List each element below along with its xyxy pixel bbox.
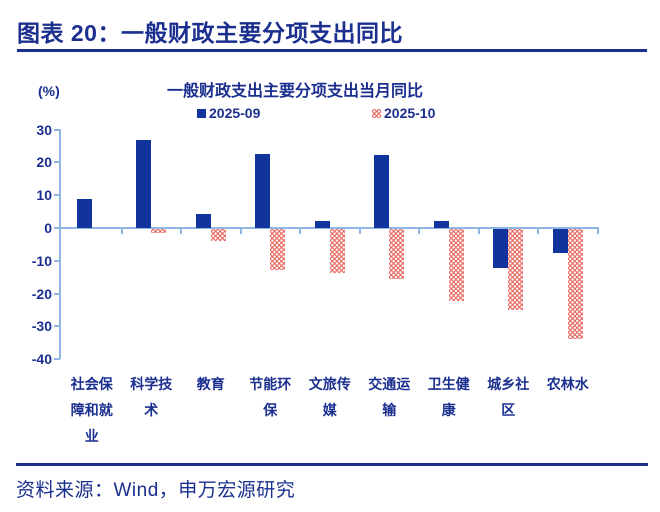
- x-axis-tick: [358, 229, 361, 234]
- x-axis-tick: [537, 229, 539, 234]
- bar-2025-10-节能环保: [270, 229, 286, 270]
- y-axis-tick: [54, 325, 60, 328]
- y-axis-line: [59, 129, 61, 359]
- y-axis-unit-label: (%): [38, 83, 60, 99]
- x-axis-label-城乡社区: 城乡社区: [487, 376, 530, 418]
- legend-marker-blue-icon: [197, 108, 206, 118]
- x-axis-tick: [180, 229, 182, 234]
- bar-2025-09-社会保障和就业: [76, 199, 92, 228]
- x-axis-tick: [299, 229, 301, 234]
- bar-2025-09-城乡社区: [493, 229, 509, 269]
- x-axis-tick: [477, 229, 480, 234]
- y-tick-label: -10: [31, 252, 52, 269]
- figure-title: 图表 20：一般财政主要分项支出同比: [17, 20, 403, 46]
- y-tick-label: 20: [36, 154, 52, 171]
- x-axis-label-交通运输: 交通运输: [368, 376, 411, 418]
- bar-2025-10-科学技术: [151, 229, 167, 233]
- bar-2025-10-卫生健康: [448, 229, 464, 301]
- x-axis-label-文旅传媒: 文旅传媒: [308, 376, 351, 418]
- bar-2025-09-交通运输: [374, 155, 390, 228]
- x-axis-tick: [239, 229, 242, 234]
- source-text: 资料来源：Wind，申万宏源研究: [16, 480, 296, 501]
- x-axis-label-节能环保: 节能环保: [249, 376, 292, 418]
- y-axis-tick: [54, 358, 60, 361]
- legend-label-2025-10: 2025-10: [384, 105, 436, 121]
- bar-2025-10-文旅传媒: [329, 229, 345, 273]
- bar-2025-09-文旅传媒: [314, 220, 330, 228]
- bar-2025-09-农林水: [552, 229, 568, 253]
- bar-2025-09-卫生健康: [433, 221, 449, 228]
- bar-2025-09-科学技术: [136, 140, 152, 228]
- chart-title: 一般财政支出主要分项支出当月同比: [166, 83, 423, 100]
- x-axis-tick: [418, 229, 420, 234]
- legend-item-2025-10: 2025-10: [372, 105, 435, 121]
- bar-2025-09-教育: [195, 213, 211, 228]
- bar-2025-10-农林水: [567, 229, 583, 339]
- y-axis-tick: [54, 227, 60, 229]
- x-axis-tick: [596, 229, 599, 234]
- x-axis-label-社会保障和就业: 社会保 障和就业: [70, 376, 113, 444]
- y-axis-tick: [54, 194, 60, 197]
- y-tick-label: 30: [36, 121, 52, 138]
- x-axis-label-卫生健康: 卫生健康: [427, 376, 470, 418]
- y-tick-label: 10: [36, 187, 52, 204]
- bar-2025-10-交通运输: [389, 229, 405, 279]
- legend-marker-red-icon: [372, 108, 381, 118]
- legend-label-2025-09: 2025-09: [209, 105, 261, 121]
- y-axis-tick: [54, 161, 60, 164]
- y-tick-label: 0: [44, 220, 52, 236]
- y-axis-tick: [54, 259, 60, 262]
- bar-2025-10-城乡社区: [508, 229, 524, 311]
- y-tick-label: -30: [31, 318, 52, 335]
- bar-2025-09-节能环保: [255, 154, 271, 228]
- header-underline: [17, 49, 647, 52]
- bar-2025-10-教育: [210, 229, 226, 241]
- legend-item-2025-09: 2025-09: [197, 105, 260, 121]
- y-tick-label: -40: [31, 351, 52, 368]
- x-axis-label-农林水: 农林水: [546, 376, 589, 392]
- x-axis-tick: [120, 229, 123, 234]
- y-tick-label: -20: [31, 285, 52, 302]
- x-axis-zero-line: [59, 227, 599, 229]
- x-axis-label-教育: 教育: [196, 376, 225, 392]
- x-axis-label-科学技术: 科学技术: [130, 376, 173, 418]
- y-axis-tick: [54, 128, 60, 131]
- footer-rule: [16, 463, 648, 466]
- y-axis-tick: [54, 292, 60, 295]
